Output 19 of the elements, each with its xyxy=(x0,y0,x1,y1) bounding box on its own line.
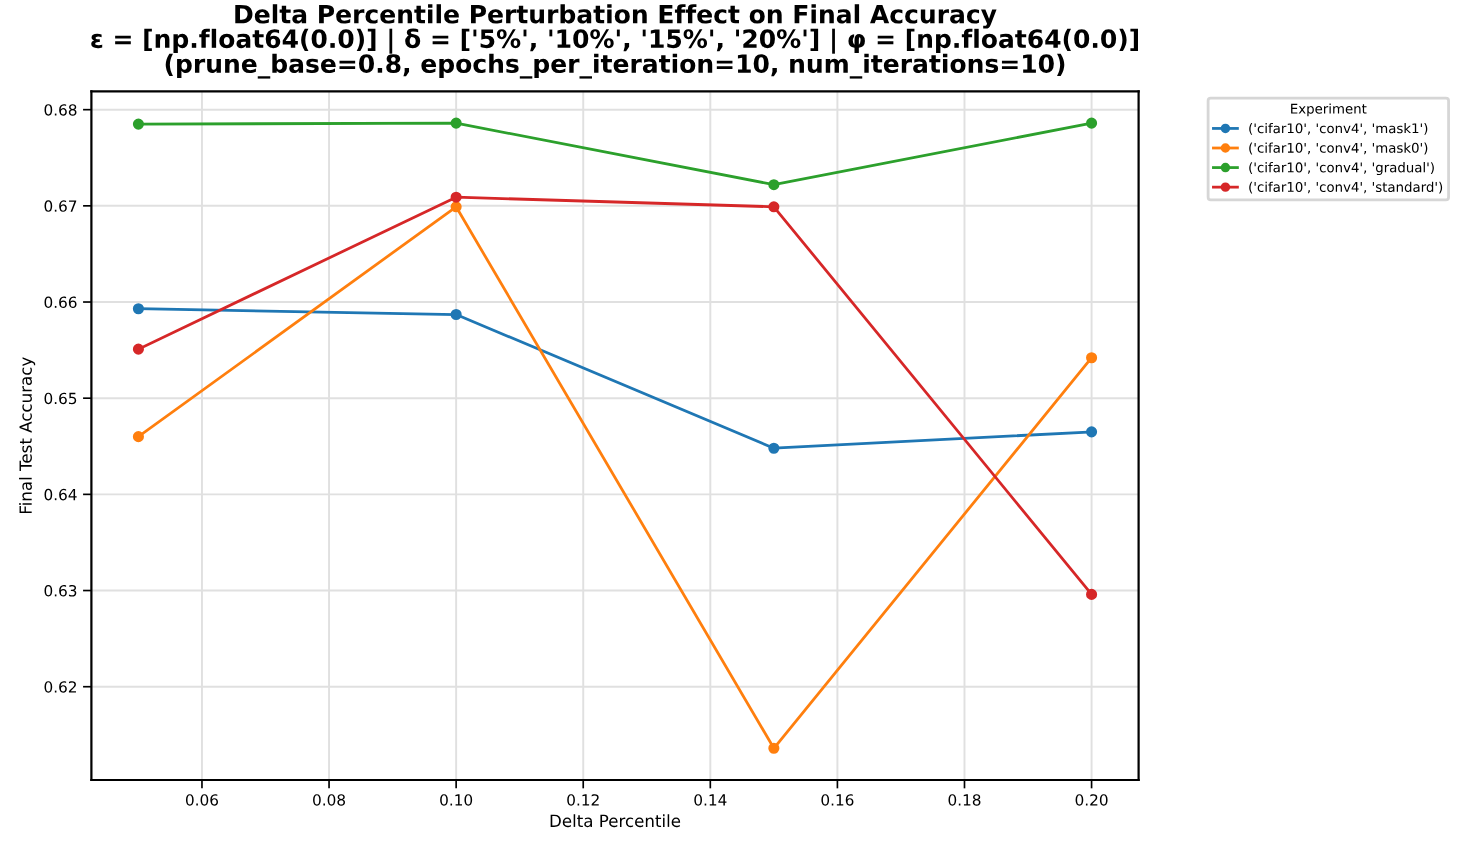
point xyxy=(132,431,144,443)
point xyxy=(450,308,462,321)
point xyxy=(768,179,780,191)
point xyxy=(768,442,780,454)
point xyxy=(1086,117,1098,129)
point xyxy=(768,742,780,754)
y-axis-title: Final Test Accuracy xyxy=(19,357,36,514)
point xyxy=(450,201,462,213)
point xyxy=(1086,426,1098,438)
x-axis-title: Delta Percentile xyxy=(550,814,681,828)
point xyxy=(132,343,144,355)
point xyxy=(1086,588,1098,600)
point xyxy=(768,201,780,213)
point xyxy=(450,191,462,203)
point xyxy=(132,303,144,315)
point xyxy=(450,117,462,129)
chart-title: Delta Percentile Perturbation Effect on Final Accuracy ε = [np.float64(0.0)] | δ = ['5%', '10%', '15%', '20%'] | φ = [np.float64(0.0)] (prune_base=0.8, epochs_per_iteration=10, num_iterations=10) xyxy=(91,4,1138,79)
point xyxy=(132,118,144,130)
point xyxy=(1086,352,1098,364)
